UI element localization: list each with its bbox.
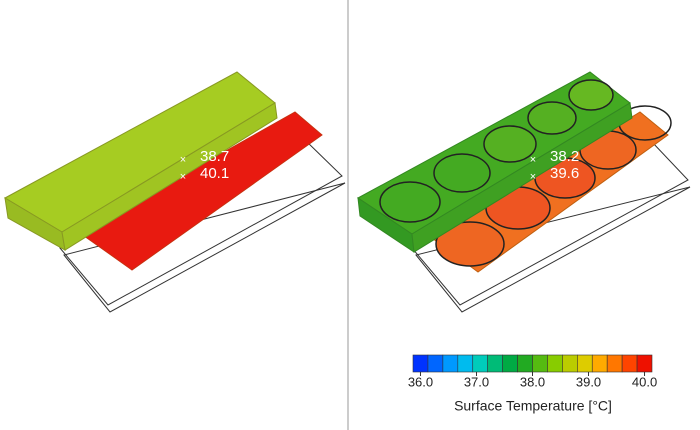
slab-front — [61, 102, 278, 251]
colorbar-cell — [621, 354, 638, 373]
colorbar-cell — [532, 354, 548, 373]
probe-value: 39.6 — [550, 165, 579, 182]
colorbar: 36.0 37.0 38.0 39.0 40.0 — [408, 354, 657, 389]
colorbar-cell — [442, 354, 459, 373]
right-model: × × 38.2 39.6 — [357, 71, 691, 313]
colorbar-cell — [547, 354, 563, 373]
colorbar-title: Surface Temperature [°C] — [454, 398, 612, 414]
colorbar-cell — [427, 354, 444, 373]
cell — [433, 153, 491, 193]
probe-marker: × — [530, 171, 536, 183]
colorbar-cell — [487, 354, 503, 373]
colorbar-cell — [606, 354, 623, 373]
heated-plate — [79, 111, 323, 271]
colorbar-cell — [457, 354, 474, 373]
probe-marker: × — [180, 171, 186, 183]
tick-label: 39.0 — [576, 374, 601, 389]
colorbar-cell — [562, 354, 578, 373]
tick-label: 36.0 — [408, 374, 433, 389]
cell — [568, 79, 614, 111]
colorbar-cell — [412, 354, 429, 373]
colorbar-cell — [636, 354, 653, 373]
probe-value: 40.1 — [200, 165, 229, 182]
cell — [435, 221, 505, 267]
frame-edge — [415, 186, 691, 313]
probe-marker: × — [180, 154, 186, 166]
cell — [379, 181, 441, 223]
probe-value: 38.7 — [200, 148, 229, 165]
cell — [527, 101, 577, 135]
probe-value: 38.2 — [550, 148, 579, 165]
colorbar-cell — [502, 354, 518, 373]
colorbar-cell — [577, 354, 593, 373]
left-model: × × 38.7 40.1 — [3, 71, 346, 313]
tick-label: 37.0 — [464, 374, 489, 389]
colorbar-cell — [591, 354, 608, 373]
cell — [483, 125, 537, 163]
probe-marker: × — [530, 154, 536, 166]
slab-front — [411, 102, 633, 253]
colorbar-cell — [472, 354, 488, 373]
tick-label: 38.0 — [520, 374, 545, 389]
tick-label: 40.0 — [632, 374, 657, 389]
colorbar-cell — [517, 354, 533, 373]
